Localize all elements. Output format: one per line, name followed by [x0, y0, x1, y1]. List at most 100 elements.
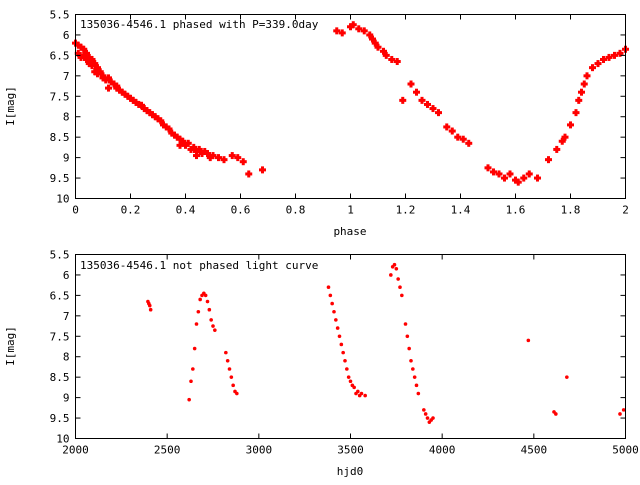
phased-data-point — [201, 147, 209, 155]
unphased-data-point — [352, 385, 356, 390]
phased-data-point — [85, 53, 93, 61]
plus-bar-v — [409, 80, 413, 88]
unphased-x-axis-label: hjd0 — [337, 465, 364, 478]
phased-y-tick-label: 6 — [63, 29, 70, 42]
phased-data-point — [429, 105, 437, 113]
phased-data-point — [594, 60, 602, 68]
phased-data-point — [140, 105, 148, 113]
plus-bar-v — [134, 98, 138, 106]
phased-x-tick-label: 0.4 — [176, 204, 196, 217]
phased-data-point — [514, 178, 522, 186]
unphased-data-point — [565, 375, 569, 379]
plus-bar-v — [208, 154, 212, 162]
plus-bar-v — [173, 131, 176, 139]
unphased-data-point — [339, 342, 344, 347]
plus-bar-v — [189, 145, 193, 153]
plus-bar-v — [384, 51, 388, 59]
plus-bar-v — [492, 168, 495, 176]
phased-data-point — [83, 49, 90, 57]
unphased-y-tick-label: 10 — [56, 433, 69, 446]
phased-data-point — [413, 88, 420, 96]
unphased-data-point — [211, 324, 215, 328]
plus-bar-v — [162, 121, 165, 129]
phased-data-point — [501, 174, 508, 182]
phased-data-point — [393, 58, 401, 66]
phased-data-point — [600, 55, 607, 63]
plus-bar-v — [450, 127, 454, 135]
phased-data-point — [245, 170, 253, 178]
plus-bar-v — [195, 147, 198, 155]
unphased-light-curve-panel: 2000 2500 3000 3500 4000 4500 5000 5.5 6 6.5 7 7.5… — [4, 249, 639, 479]
plus-bar-v — [514, 176, 517, 184]
plus-bar-v — [115, 84, 119, 92]
unphased-data-point — [396, 277, 400, 281]
unphased-data-point — [618, 412, 622, 416]
plus-bar-v — [580, 88, 583, 96]
unphased-data-point — [224, 350, 228, 355]
phased-data-point — [382, 51, 390, 59]
phased-data-point — [179, 137, 187, 145]
plus-bar-v — [602, 55, 605, 63]
phased-data-point — [195, 145, 203, 153]
unphased-data-point — [192, 346, 197, 351]
phased-data-point — [534, 174, 541, 182]
phased-plot-frame — [75, 14, 626, 199]
phased-data-point — [605, 53, 613, 61]
phased-data-point — [454, 133, 462, 141]
unphased-data-point — [231, 383, 235, 388]
phased-data-point — [366, 31, 374, 39]
phased-data-point — [561, 133, 569, 141]
unphased-data-point — [363, 393, 367, 398]
plus-bar-v — [426, 100, 429, 108]
plus-bar-v — [217, 154, 220, 162]
phased-data-point — [355, 25, 363, 33]
plus-bar-v — [497, 170, 501, 178]
phased-data-point — [465, 139, 473, 147]
plus-bar-v — [93, 68, 97, 76]
unphased-data-point — [416, 391, 421, 396]
phased-data-point — [553, 145, 561, 153]
plus-bar-v — [192, 143, 196, 151]
plus-bar-v — [536, 174, 539, 182]
phased-x-tick-label: 1.4 — [451, 204, 471, 217]
unphased-data-point — [400, 293, 404, 298]
phased-data-point — [187, 145, 195, 153]
plus-bar-v — [175, 133, 179, 141]
plus-bar-v — [90, 62, 94, 70]
phased-x-axis-label: phase — [333, 225, 366, 238]
plus-bar-v — [206, 150, 209, 158]
phased-data-point — [388, 55, 396, 63]
unphased-data-point — [189, 379, 193, 384]
unphased-data-point — [414, 383, 419, 388]
phased-data-point — [424, 100, 431, 108]
plus-bar-v — [82, 51, 86, 59]
plus-bar-v — [153, 113, 157, 121]
phased-data-point — [380, 47, 387, 55]
unphased-chart-title: 135036-4546.1 not phased light curve — [80, 259, 318, 272]
plus-bar-v — [107, 74, 110, 82]
unphased-data-point — [207, 307, 212, 312]
unphased-data-point — [341, 350, 345, 355]
phased-data-point — [80, 51, 88, 59]
unphased-data-point — [198, 297, 202, 302]
unphased-y-tick-label: 7 — [63, 310, 70, 323]
phased-data-point — [520, 174, 528, 182]
plus-bar-v — [159, 117, 163, 125]
phased-data-point — [91, 60, 99, 68]
phased-data-point — [220, 156, 228, 164]
plus-bar-v — [126, 92, 130, 100]
plus-bar-v — [382, 47, 385, 55]
phased-x-tick-label: 0.2 — [121, 204, 141, 217]
phased-data-point — [149, 111, 156, 119]
phased-x-tick-label: 0 — [72, 204, 79, 217]
unphased-data-point — [345, 367, 349, 371]
phased-data-point — [228, 152, 236, 160]
phased-data-point — [116, 86, 123, 94]
unphased-x-tick-label: 2000 — [62, 444, 89, 457]
unphased-x-tick-label: 2500 — [154, 444, 181, 457]
plus-bar-v — [613, 51, 616, 59]
unphased-data-point — [389, 273, 393, 277]
unphased-data-point — [425, 416, 430, 420]
